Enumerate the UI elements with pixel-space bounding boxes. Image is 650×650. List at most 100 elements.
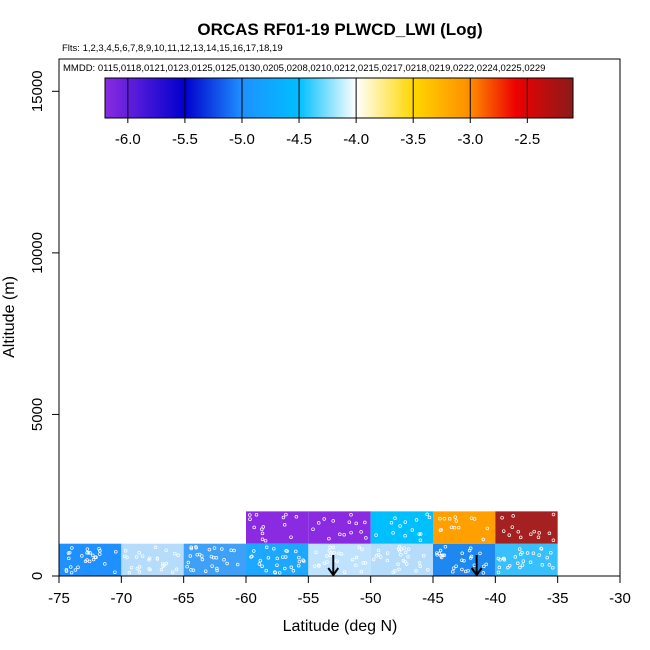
sample-point [153,545,158,550]
sample-point [418,564,422,568]
sample-point [301,558,305,562]
sample-point [229,548,233,553]
sample-point [339,552,344,556]
sample-point [374,533,378,537]
sample-point [91,557,96,562]
sample-point [507,564,512,568]
sample-point [260,537,265,542]
x-axis: -75 -70 -65 -60 -55 -50 -45 -40 -35 -30 [48,576,631,607]
sample-point [316,521,321,525]
sample-point [437,551,441,556]
sample-point [397,567,401,572]
sample-point [549,550,553,555]
heatmap-cell [495,511,558,544]
colorbar: -6.0 -5.5 -5.0 -4.5 -4.0 -3.5 -3.0 -2.5 [104,77,574,148]
sample-point [258,558,263,563]
sample-point [114,549,118,554]
sample-point [403,534,407,538]
sample-point [162,563,166,567]
sample-point [551,512,556,517]
sample-point [391,570,395,575]
sample-point [399,553,403,557]
sample-point [397,545,402,549]
sample-point [281,555,285,559]
sample-point [518,565,522,570]
sample-point [200,557,205,562]
sample-point [516,529,521,534]
sample-point [454,519,459,523]
sample-point [210,564,214,568]
colorbar-gradient [105,78,573,118]
sample-point [354,555,359,560]
sample-point [85,551,89,555]
sample-point [456,525,461,530]
sample-point [296,563,301,568]
sample-point [396,562,400,567]
sample-point [328,553,332,558]
x-tick-label: -35 [547,590,569,607]
sample-point [335,559,339,563]
sample-point [281,515,286,520]
sample-point [417,532,422,536]
sample-point [148,567,152,572]
sample-point [438,548,443,553]
arrow-markers [327,554,483,577]
y-axis: 0 5000 10000 15000 [29,70,59,580]
sample-point [257,562,262,566]
sample-point [537,531,541,535]
sample-point [376,548,381,553]
sample-point [103,562,107,566]
sample-point [364,536,368,540]
sample-point [452,526,457,530]
sample-point [481,537,486,542]
sample-point [442,517,447,521]
heatmap-cell [121,543,184,576]
sample-point [325,560,329,564]
sample-point [83,559,88,563]
sample-point [207,547,212,552]
x-tick-label: -45 [422,590,444,607]
y-axis-label: Altitude (m) [1,276,18,358]
sample-point [289,565,294,570]
sample-point [518,552,523,556]
sample-point [248,517,252,521]
sample-point [220,547,224,551]
sample-point [435,551,439,555]
sample-point [327,549,332,553]
x-axis-label: Latitude (deg N) [283,618,398,635]
sample-point [137,565,142,569]
sample-point [170,570,175,574]
y-tick-label: 10000 [29,232,46,274]
sample-point [539,547,544,551]
sample-point [275,556,280,561]
sample-point [197,552,202,557]
sample-point [403,520,408,524]
sample-point [254,512,259,517]
sample-point [189,546,194,551]
x-tick-label: -55 [297,590,319,607]
sample-point [282,523,287,527]
sample-point [137,551,141,555]
sample-point [86,551,91,555]
sample-point [507,533,512,537]
sample-point [418,538,423,543]
sample-point [478,551,482,556]
sample-point [314,550,318,554]
sample-point [401,558,406,563]
sample-point [363,560,368,565]
sample-point [406,547,411,552]
sample-point [472,517,477,521]
sample-point [113,570,117,574]
arrow-head [327,567,340,577]
sample-point [328,545,332,550]
sample-point [338,532,342,537]
sample-point [317,563,321,568]
heatmap-cells [59,511,558,576]
sample-point [520,563,525,567]
sample-point [451,569,455,574]
colorbar-tick-label: -6.0 [115,131,141,148]
sample-point [350,557,355,562]
sample-point [468,556,473,560]
sample-point [354,563,358,568]
sample-point [545,555,549,560]
